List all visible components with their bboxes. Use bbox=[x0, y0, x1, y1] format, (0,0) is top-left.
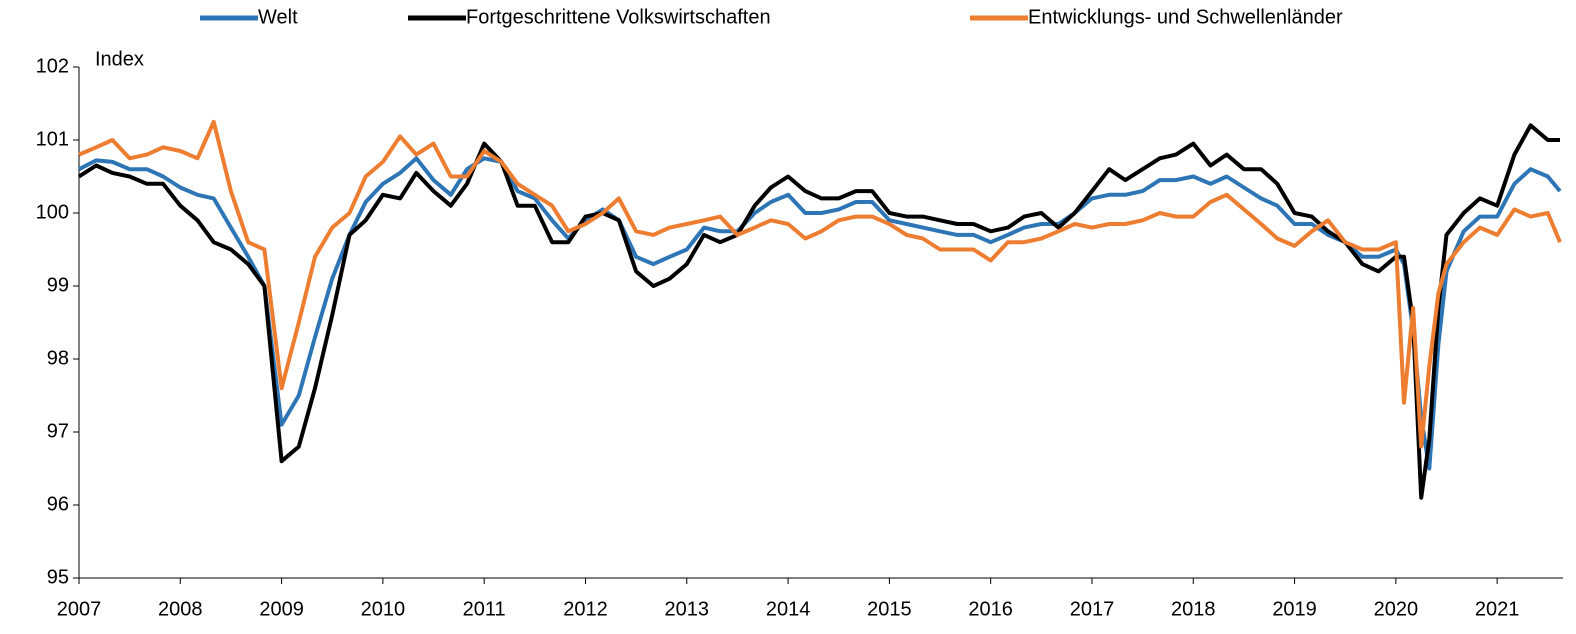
x-tick-label: 2009 bbox=[259, 598, 304, 620]
x-tick-label: 2011 bbox=[463, 598, 506, 620]
x-tick-label: 2013 bbox=[665, 598, 710, 620]
x-tick-label: 2016 bbox=[968, 598, 1013, 620]
y-tick-label: 95 bbox=[47, 566, 69, 588]
y-tick-label: 96 bbox=[47, 493, 69, 515]
y-tick-label: 100 bbox=[36, 201, 69, 223]
x-tick-label: 2010 bbox=[361, 598, 406, 620]
x-tick-label: 2017 bbox=[1070, 598, 1115, 620]
x-tick-label: 2018 bbox=[1171, 598, 1216, 620]
y-tick-label: 102 bbox=[36, 55, 69, 77]
y-axis-label: Index bbox=[95, 48, 144, 70]
x-tick-label: 2014 bbox=[766, 598, 811, 620]
y-tick-label: 101 bbox=[36, 128, 69, 150]
series-line bbox=[77, 123, 1560, 500]
y-tick-label: 97 bbox=[47, 420, 69, 442]
x-tick-label: 2021 bbox=[1475, 598, 1520, 620]
y-tick-label: 98 bbox=[47, 347, 69, 369]
y-tick-label: 99 bbox=[47, 274, 69, 296]
series-line bbox=[78, 156, 1562, 471]
series-line bbox=[78, 119, 1562, 449]
x-tick-label: 2015 bbox=[867, 598, 912, 620]
x-tick-label: 2020 bbox=[1374, 598, 1419, 620]
legend-label: Welt bbox=[258, 6, 298, 28]
x-tick-label: 2019 bbox=[1272, 598, 1317, 620]
legend-label: Entwicklungs- und Schwellenländer bbox=[1028, 6, 1343, 28]
x-tick-label: 2012 bbox=[563, 598, 608, 620]
x-tick-label: 2007 bbox=[57, 598, 102, 620]
legend-label: Fortgeschrittene Volkswirtschaften bbox=[466, 6, 771, 28]
x-tick-label: 2008 bbox=[158, 598, 203, 620]
